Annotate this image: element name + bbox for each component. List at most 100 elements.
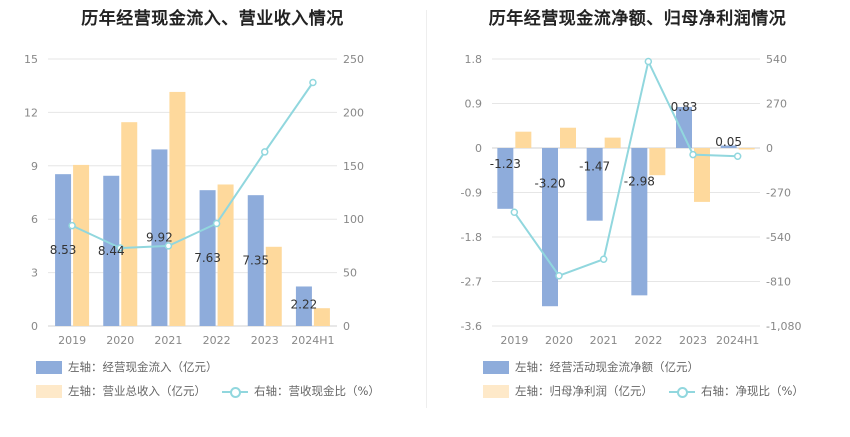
right-ratio-point <box>599 255 608 263</box>
legend-swatch-blue <box>36 360 62 374</box>
right-bar-yellow <box>694 148 710 202</box>
right-bar-blue <box>497 148 514 209</box>
right-data-label: 0.05 <box>715 135 742 149</box>
right-legend-bar2[interactable]: 左轴：归母净利润（亿元） <box>483 383 653 399</box>
left-bar-blue <box>151 149 168 326</box>
right-data-label: -1.23 <box>490 157 521 171</box>
right-chart-plot: -3.6 -2.7 -1.8 -0.9 0 0.9 1.8 -1,080 -810 -540 -27… <box>461 53 802 347</box>
left-chart-title: 历年经营现金流入、营业收入情况 <box>81 9 344 29</box>
right-x-tick: 2020 <box>545 334 573 347</box>
legend-swatch-yellow <box>36 384 62 398</box>
right-bar-yellow <box>515 131 532 148</box>
right-right-tick: -1,080 <box>766 320 801 333</box>
right-ratio-line <box>513 58 738 277</box>
left-bar-blue <box>55 174 72 326</box>
left-ratio-point <box>261 148 269 156</box>
right-legend-bar2-label: 左轴：归母净利润（亿元） <box>515 384 653 398</box>
left-ratio-line <box>71 81 314 250</box>
left-legend-line-label: 右轴：营收现金比（%） <box>254 384 380 398</box>
left-data-label: 8.53 <box>50 243 77 257</box>
legend-swatch-blue <box>483 360 509 374</box>
left-legend-bar1[interactable]: 左轴：经营现金流入（亿元） <box>36 359 218 375</box>
left-ratio-point <box>116 244 124 252</box>
left-bar-yellow <box>265 246 282 326</box>
right-x-tick: 2019 <box>500 334 528 347</box>
right-left-tick: 0.9 <box>465 98 483 111</box>
right-legend-line[interactable]: 右轴：净现比（%） <box>669 383 804 399</box>
left-data-label: 8.44 <box>98 244 125 258</box>
left-right-tick: 0 <box>343 320 350 333</box>
right-x-tick: 2024H1 <box>716 334 759 347</box>
right-right-tick: -540 <box>766 231 791 244</box>
right-right-tick: -810 <box>766 276 791 289</box>
left-right-tick: 150 <box>343 160 364 173</box>
right-right-tick: -270 <box>766 187 791 200</box>
panel-divider <box>426 10 427 408</box>
right-right-tick: 540 <box>766 53 787 66</box>
left-x-tick: 2019 <box>58 334 86 347</box>
right-data-label: -2.98 <box>624 174 655 188</box>
right-bar-blue <box>720 145 737 148</box>
right-chart-panel: 历年经营现金流净额、归母净利润情况 -3.6 -2.7 -1.8 -0.9 0 0.9 1.… <box>425 0 850 437</box>
left-bar-blue <box>247 195 264 326</box>
left-ratio-point <box>68 221 76 230</box>
right-ratio-point <box>689 150 697 159</box>
right-ratio-point <box>644 57 653 66</box>
right-legend-bar1[interactable]: 左轴：经营活动现金流净额（亿元） <box>483 359 699 375</box>
right-x-tick: 2021 <box>590 334 618 347</box>
right-left-tick: 0 <box>475 142 482 155</box>
left-bar-blue <box>199 190 216 326</box>
right-bar-yellow <box>604 137 621 148</box>
left-left-tick: 12 <box>24 106 38 119</box>
right-ratio-point <box>733 152 742 160</box>
left-bar-blue <box>295 286 312 326</box>
right-left-tick: -0.9 <box>461 187 482 200</box>
right-bar-blue <box>631 148 648 296</box>
left-legend-line[interactable]: 右轴：营收现金比（%） <box>222 383 380 399</box>
right-bar-blue <box>542 148 558 307</box>
left-legend-bar1-label: 左轴：经营现金流入（亿元） <box>68 360 218 374</box>
right-right-tick: 0 <box>766 142 773 155</box>
right-left-tick: -3.6 <box>461 320 482 333</box>
right-right-tick: 270 <box>766 98 787 111</box>
left-ratio-point <box>212 219 221 228</box>
right-ratio-point <box>555 271 563 280</box>
right-data-label: -3.20 <box>534 177 565 191</box>
right-bar-yellow <box>649 148 666 176</box>
right-bar-blue <box>676 106 692 148</box>
left-left-tick: 15 <box>24 53 38 66</box>
left-bar-yellow <box>169 91 186 327</box>
left-left-tick: 9 <box>31 160 38 173</box>
left-right-tick: 200 <box>343 106 364 119</box>
right-left-tick: 1.8 <box>465 53 483 66</box>
legend-swatch-yellow <box>483 384 509 398</box>
right-legend-line-label: 右轴：净现比（%） <box>701 384 804 398</box>
right-data-label: 0.83 <box>671 100 698 114</box>
left-left-tick: 3 <box>31 267 38 280</box>
legend-line-marker-icon <box>222 385 248 398</box>
left-data-label: 7.63 <box>194 251 221 265</box>
right-x-tick: 2023 <box>679 334 707 347</box>
left-right-tick: 50 <box>343 267 357 280</box>
right-bar-yellow <box>560 127 576 148</box>
legend-line-marker-icon <box>669 385 695 398</box>
left-chart-panel: 历年经营现金流入、营业收入情况 0 3 6 9 12 15 0 50 100 150 200 250 2… <box>24 9 380 399</box>
left-data-label: 7.35 <box>242 254 269 268</box>
left-left-tick: 0 <box>31 320 38 333</box>
left-right-tick: 250 <box>343 53 364 66</box>
right-bar-blue <box>586 148 603 221</box>
right-ratio-point <box>510 208 519 217</box>
left-legend-bar2[interactable]: 左轴：营业总收入（亿元） <box>36 383 206 399</box>
right-left-tick: -2.7 <box>461 276 482 289</box>
right-bar-yellow <box>738 148 755 150</box>
left-ratio-point <box>164 242 173 250</box>
left-bar-yellow <box>121 122 138 326</box>
left-bar-yellow <box>313 308 330 326</box>
left-x-tick: 2020 <box>106 334 134 347</box>
left-bar-yellow <box>217 184 234 326</box>
right-data-label: -1.47 <box>579 160 610 174</box>
right-legend-bar1-label: 左轴：经营活动现金流净额（亿元） <box>515 360 699 374</box>
left-x-tick: 2023 <box>251 334 279 347</box>
left-left-tick: 6 <box>31 213 38 226</box>
